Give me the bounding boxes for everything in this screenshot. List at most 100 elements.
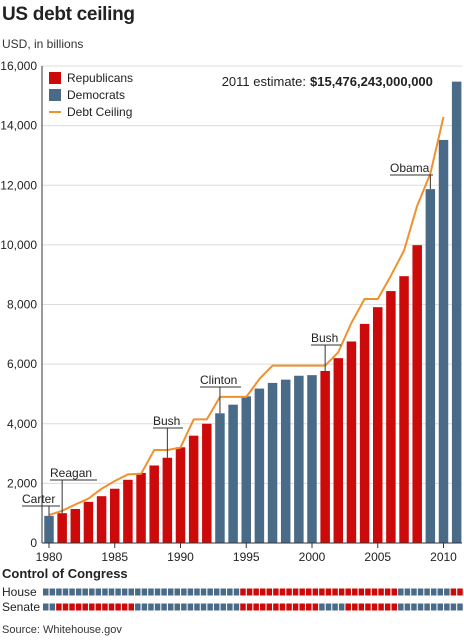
congress-cell [121,603,128,611]
congress-cell [181,588,187,596]
congress-cell [260,588,266,596]
congress-cell [325,588,332,596]
y-tick-label: 14,000 [0,119,37,133]
congress-cell [306,603,312,611]
congress-cell [345,588,351,596]
bar-1985 [110,488,120,543]
congress-cell [167,588,174,596]
congress-cell [148,588,154,596]
congress-cell [444,603,450,611]
congress-cell [220,603,227,611]
congress-cell [49,588,56,596]
bar-2004 [359,323,370,543]
congress-cell [352,603,358,611]
congress-cell [135,588,141,596]
congress-cell [121,588,128,596]
chart-title: US debt ceiling [2,4,135,25]
congress-cell [227,588,233,596]
x-tick-label: 1990 [167,550,194,564]
congress-cell [102,603,108,611]
congress-cell [187,603,194,611]
congress-cell [378,603,384,611]
congress-cell [128,603,134,611]
estimate-value: $15,476,243,000,000 [310,74,433,89]
congress-cell [213,588,220,596]
congress-cell [227,603,233,611]
congress-cell [299,603,305,611]
congress-cell [95,588,102,596]
congress-cell [292,603,299,611]
x-tick-label: 2010 [430,550,457,564]
x-tick-label: 1980 [36,550,63,564]
congress-cell [82,588,88,596]
congress-cell [69,588,75,596]
congress-cell [108,588,115,596]
congress-cell [260,603,266,611]
congress-cell [273,588,279,596]
congress-cell [181,603,187,611]
congress-cell [207,603,213,611]
bar-2008 [412,245,422,543]
congress-cell [154,603,161,611]
congress-cell [154,588,161,596]
legend-label: Democrats [67,88,125,102]
congress-cell [365,588,371,596]
congress-heading: Control of Congress [2,566,128,581]
congress-cell [411,588,417,596]
bar-2005 [373,307,383,543]
bar-1998 [280,379,291,543]
bar-1999 [294,375,304,543]
congress-row-label: Senate [2,600,40,614]
bar-1986 [123,479,133,543]
bar-1988 [149,465,159,543]
congress-cell [161,603,167,611]
congress-cell [266,588,273,596]
bar-1997 [267,382,278,543]
congress-cell [115,588,121,596]
congress-cell [444,588,450,596]
congress-cell [253,588,259,596]
legend: Republicans Democrats Debt Ceiling [49,71,133,119]
congress-cell [187,588,194,596]
bar-2011 [451,81,462,543]
y-tick-label: 12,000 [0,178,37,192]
congress-cell [43,588,49,596]
congress-cell [292,588,299,596]
president-label: Reagan [50,466,92,480]
bar-1993 [215,413,225,543]
congress-cell [95,603,102,611]
congress-cell [115,603,121,611]
congress-cell [128,588,134,596]
legend-label: Republicans [67,71,133,85]
congress-cell [174,603,180,611]
president-label: Obama [390,161,430,175]
congress-cell [319,603,325,611]
congress-cell [417,603,424,611]
congress-cell [213,603,220,611]
legend-label: Debt Ceiling [67,105,132,119]
congress-cell [286,588,292,596]
y-tick-label: 6,000 [7,357,37,371]
congress-cell [148,603,154,611]
president-label: Bush [153,414,180,428]
bar-1982 [70,509,81,543]
congress-cell [424,603,430,611]
y-tick-label: 4,000 [7,417,37,431]
legend-swatch [49,89,61,101]
congress-cell [62,603,69,611]
congress-cell [161,588,167,596]
congress-cell [332,603,338,611]
bar-1991 [188,435,199,543]
source-note: Source: Whitehouse.gov [2,624,122,636]
axes: 0 2,000 4,000 6,000 8,000 10,000 12,000 14,000 1… [0,59,462,564]
bar-2009 [425,189,436,544]
congress-cell [430,588,437,596]
bar-1992 [202,423,212,543]
bar-1980 [44,515,54,543]
legend-swatch [49,72,61,84]
congress-cell [338,603,345,611]
bar-1983 [83,501,94,543]
congress-row-label: House [2,585,37,599]
congress-cell [384,603,391,611]
congress-cell [371,603,378,611]
